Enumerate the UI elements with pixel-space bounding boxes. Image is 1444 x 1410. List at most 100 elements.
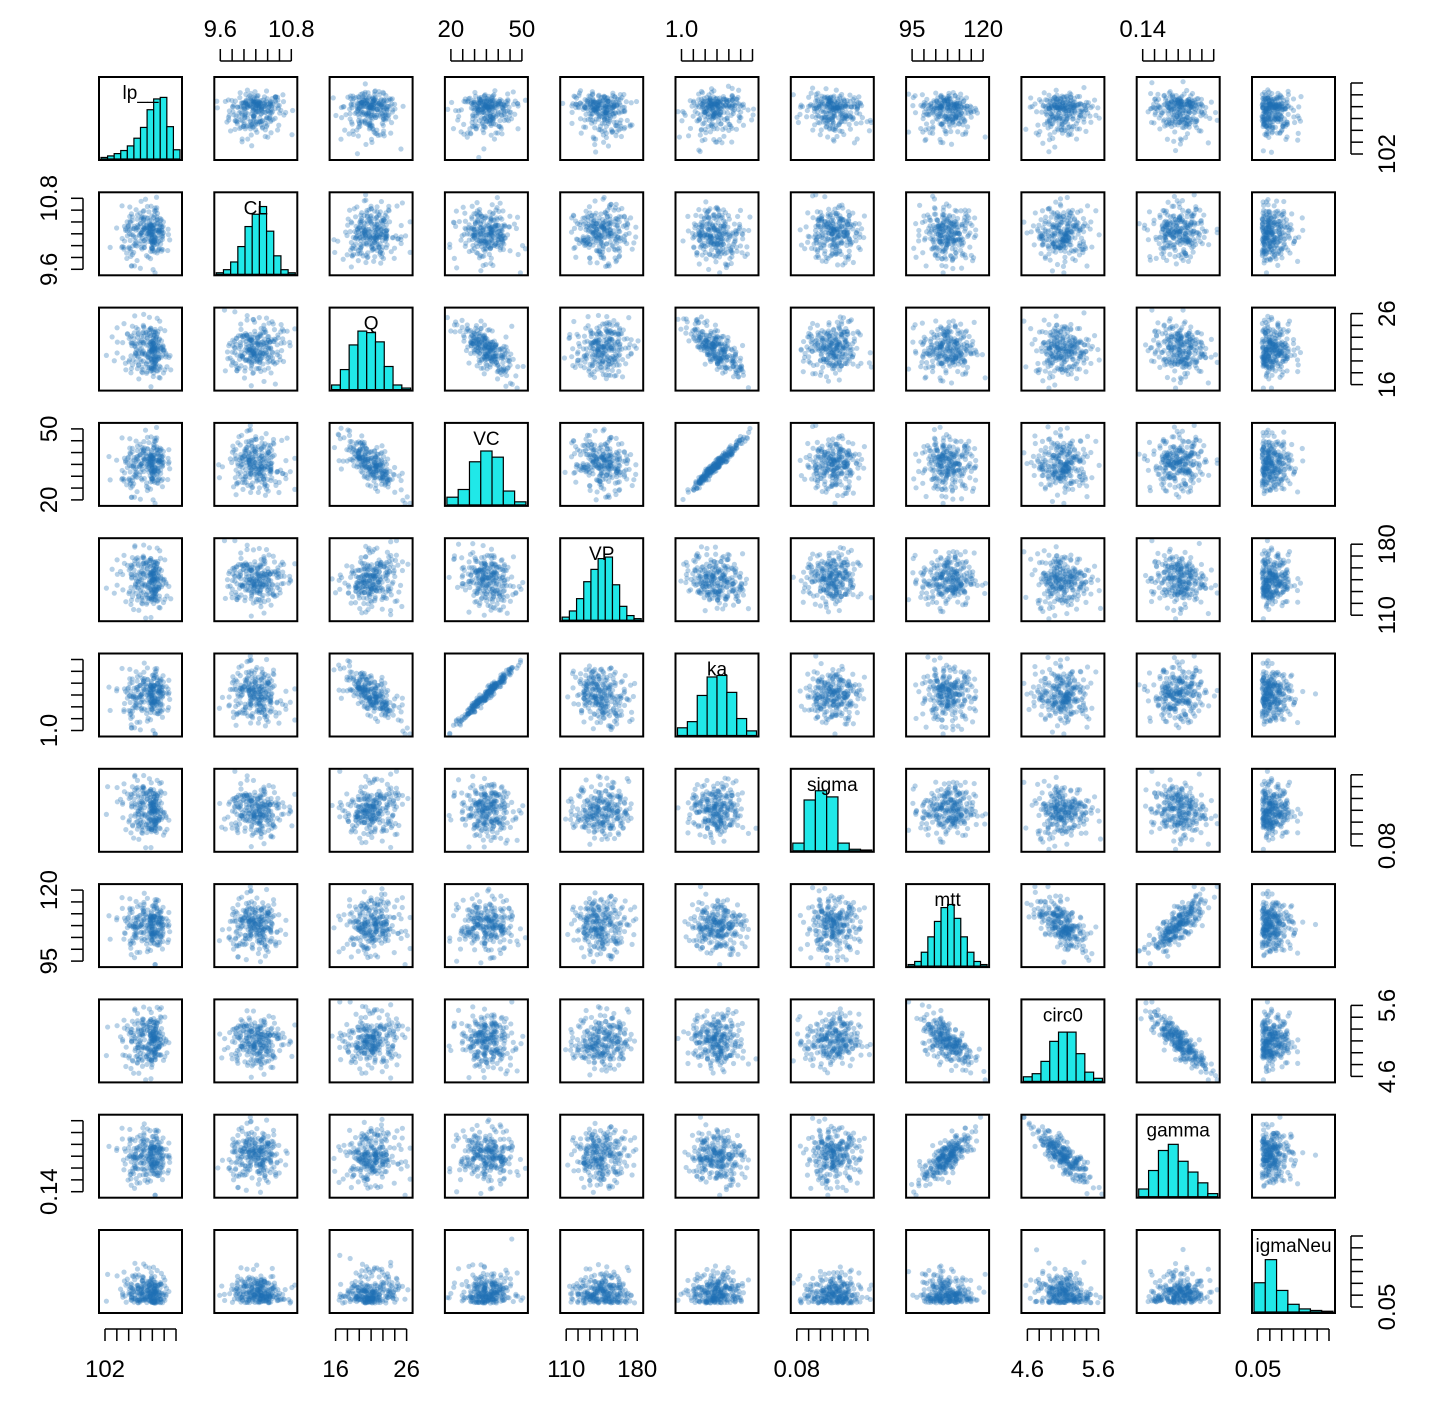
scatter-point bbox=[721, 218, 726, 223]
scatter-point bbox=[607, 203, 612, 208]
scatter-point bbox=[1052, 244, 1057, 249]
scatter-point bbox=[263, 127, 268, 132]
scatter-point bbox=[958, 92, 963, 97]
scatter-point bbox=[715, 214, 720, 219]
scatter-point bbox=[275, 127, 280, 132]
scatter-point bbox=[707, 252, 712, 257]
scatter-point bbox=[913, 110, 918, 115]
scatter-point bbox=[826, 111, 831, 116]
scatter-point bbox=[699, 127, 704, 132]
scatter-point bbox=[738, 208, 743, 213]
scatter-point bbox=[627, 231, 632, 236]
scatter-point bbox=[385, 233, 390, 238]
scatter-point bbox=[751, 106, 756, 111]
scatter-point bbox=[1066, 208, 1071, 213]
scatter-point bbox=[600, 121, 605, 126]
scatter-point bbox=[451, 220, 456, 225]
scatter-point bbox=[810, 127, 815, 132]
scatter-point bbox=[826, 207, 831, 212]
scatter-point bbox=[813, 228, 818, 233]
scatter-point bbox=[507, 214, 512, 219]
scatter-point bbox=[1046, 102, 1051, 107]
scatter-point bbox=[939, 121, 944, 126]
scatter-panel-lp__-ka bbox=[675, 77, 758, 160]
scatter-point bbox=[1158, 235, 1163, 240]
scatter-panel-lp__-VC bbox=[445, 77, 528, 160]
scatter-point bbox=[1291, 96, 1296, 101]
scatter-point bbox=[240, 113, 245, 118]
scatter-point bbox=[471, 225, 476, 230]
scatter-point bbox=[1146, 109, 1151, 114]
scatter-point bbox=[1163, 219, 1168, 224]
scatter-point bbox=[498, 201, 503, 206]
scatter-point bbox=[1263, 124, 1268, 129]
scatter-point bbox=[1077, 94, 1082, 99]
scatter-point bbox=[257, 120, 262, 125]
scatter-point bbox=[1191, 237, 1196, 242]
scatter-point bbox=[1185, 131, 1190, 136]
scatter-point bbox=[947, 224, 952, 229]
scatter-point bbox=[737, 113, 742, 118]
scatter-point bbox=[619, 214, 624, 219]
scatter-point bbox=[386, 116, 391, 121]
scatter-point bbox=[268, 108, 273, 113]
scatter-point bbox=[356, 226, 361, 231]
histogram-bar bbox=[154, 99, 161, 159]
scatter-point bbox=[144, 253, 149, 258]
scatter-point bbox=[1067, 131, 1072, 136]
scatter-point bbox=[371, 247, 376, 252]
scatter-point bbox=[738, 243, 743, 248]
scatter-point bbox=[486, 232, 491, 237]
scatter-point bbox=[369, 213, 374, 218]
scatter-point bbox=[834, 134, 839, 139]
scatter-point bbox=[834, 88, 839, 93]
scatter-point bbox=[709, 86, 714, 91]
scatter-point bbox=[953, 108, 958, 113]
scatter-point bbox=[1147, 254, 1152, 259]
scatter-point bbox=[1042, 90, 1047, 95]
scatter-point bbox=[836, 108, 841, 113]
scatter-point bbox=[147, 230, 152, 235]
scatter-point bbox=[750, 112, 755, 117]
scatter-point bbox=[473, 94, 478, 99]
scatter-point bbox=[849, 104, 854, 109]
scatter-point bbox=[166, 232, 171, 237]
scatter-point bbox=[493, 222, 498, 227]
scatter-point bbox=[383, 93, 388, 98]
scatter-point bbox=[856, 94, 861, 99]
scatter-point bbox=[571, 213, 576, 218]
scatter-point bbox=[1089, 244, 1094, 249]
scatter-point bbox=[593, 149, 598, 154]
scatter-point bbox=[950, 266, 955, 271]
scatter-point bbox=[1043, 256, 1048, 261]
scatter-point bbox=[1190, 91, 1195, 96]
scatter-point bbox=[346, 131, 351, 136]
scatter-point bbox=[1072, 96, 1077, 101]
scatter-point bbox=[840, 262, 845, 267]
scatter-point bbox=[737, 222, 742, 227]
scatter-point bbox=[714, 101, 719, 106]
scatter-point bbox=[497, 124, 502, 129]
scatter-point bbox=[226, 117, 231, 122]
histogram-bar bbox=[141, 127, 148, 159]
scatter-point bbox=[917, 203, 922, 208]
scatter-point bbox=[1269, 130, 1274, 135]
scatter-point bbox=[268, 130, 273, 135]
scatter-point bbox=[1058, 196, 1063, 201]
scatter-point bbox=[837, 249, 842, 254]
scatter-point bbox=[489, 256, 494, 261]
scatter-point bbox=[1182, 220, 1187, 225]
scatter-point bbox=[377, 107, 382, 112]
scatter-point bbox=[1292, 120, 1297, 125]
diagonal-label: lp__ bbox=[123, 83, 159, 104]
scatter-point bbox=[142, 238, 147, 243]
scatter-point bbox=[140, 228, 145, 233]
scatter-point bbox=[837, 94, 842, 99]
scatter-point bbox=[1180, 79, 1185, 84]
scatter-point bbox=[1057, 215, 1062, 220]
scatter-point bbox=[839, 104, 844, 109]
scatter-point bbox=[587, 204, 592, 209]
scatter-point bbox=[697, 261, 702, 266]
scatter-point bbox=[619, 134, 624, 139]
scatter-point bbox=[481, 123, 486, 128]
